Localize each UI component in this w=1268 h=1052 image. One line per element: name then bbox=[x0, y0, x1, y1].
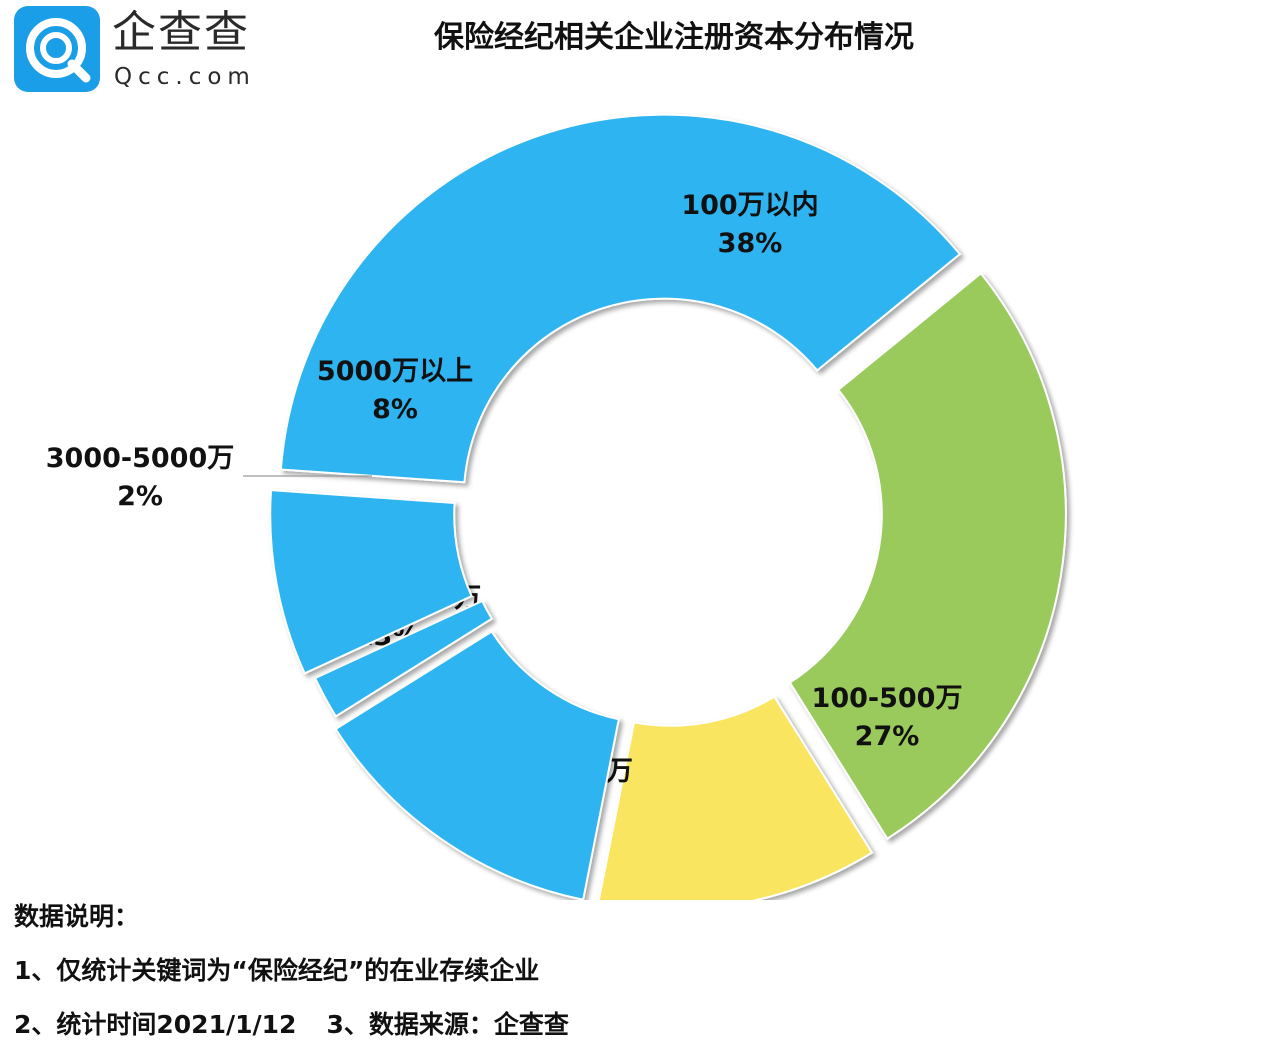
notes-line-2b: 3、数据来源：企查查 bbox=[326, 1010, 569, 1039]
notes-line-2: 2、统计时间2021/1/12 3、数据来源：企查查 bbox=[14, 998, 569, 1052]
chart-title: 保险经纪相关企业注册资本分布情况 bbox=[434, 20, 914, 55]
slice-value-0: 38% bbox=[718, 228, 783, 259]
slice-value-4: 2% bbox=[117, 481, 163, 512]
slice-label-0: 100万以内 bbox=[681, 190, 818, 221]
donut-chart: 100万以内38%100-500万27%500-1000万12%1000-300… bbox=[46, 113, 1067, 900]
notes-line-2a: 2、统计时间2021/1/12 bbox=[14, 1010, 297, 1039]
slice-1 bbox=[788, 271, 1067, 841]
slice-value-5: 8% bbox=[372, 394, 418, 425]
slice-3 bbox=[334, 630, 620, 900]
slice-2 bbox=[597, 695, 874, 900]
slice-0 bbox=[279, 113, 962, 484]
notes-line-1: 1、仅统计关键词为“保险经纪”的在业存续企业 bbox=[14, 956, 540, 985]
qcc-logo: 企查查 Qcc.com bbox=[14, 6, 264, 96]
qcc-logo-icon bbox=[14, 6, 100, 92]
notes-heading: 数据说明： bbox=[14, 902, 140, 931]
slice-label-1: 100-500万 bbox=[812, 683, 963, 714]
slice-label-4: 3000-5000万 bbox=[46, 443, 235, 474]
slice-4 bbox=[313, 599, 494, 718]
slice-value-1: 27% bbox=[855, 721, 920, 752]
slice-label-5: 5000万以上 bbox=[317, 356, 473, 387]
slice-5 bbox=[269, 489, 473, 675]
logo-text-cn: 企查查 bbox=[112, 7, 250, 58]
notes-block: 数据说明： 1、仅统计关键词为“保险经纪”的在业存续企业 2、统计时间2021/… bbox=[14, 890, 569, 1052]
logo-text-en: Qcc.com bbox=[114, 64, 256, 90]
